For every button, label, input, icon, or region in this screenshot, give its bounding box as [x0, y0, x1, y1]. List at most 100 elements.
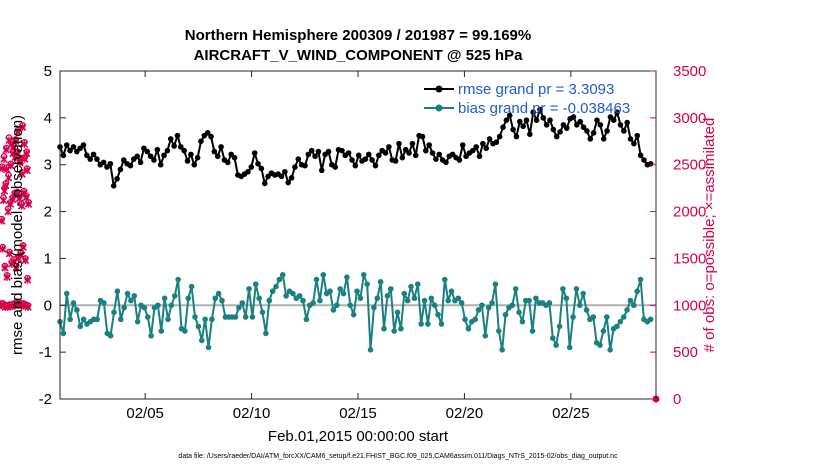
chart-title-line2: AIRCRAFT_V_WIND_COMPONENT @ 525 hPa: [194, 47, 524, 64]
rmse-point: [258, 165, 265, 172]
rmse-point: [349, 157, 355, 163]
y-axis-left-label: rmse and bias (model - observation): [9, 115, 26, 355]
bias-point: [67, 316, 73, 323]
obs-assimilated-point: [22, 149, 31, 158]
obs-assimilated-point: [0, 217, 6, 225]
bias-point: [337, 286, 343, 292]
rmse-point: [369, 157, 375, 163]
rmse-point: [456, 157, 463, 163]
bias-point: [462, 316, 468, 323]
legend: rmse grand pr = 3.3093 bias grand pr = -…: [424, 81, 630, 117]
rmse-point: [594, 117, 600, 123]
rmse-point: [473, 144, 479, 150]
rmse-point: [362, 156, 369, 162]
rmse-point: [278, 173, 285, 180]
bias-line: [59, 273, 652, 351]
bias-point: [617, 318, 624, 325]
bias-point: [114, 288, 121, 295]
bias-point: [516, 309, 522, 316]
bias-point: [300, 297, 306, 304]
obs-assimilated-point: [3, 273, 11, 281]
bias-point: [249, 314, 256, 320]
bias-point: [614, 323, 620, 330]
legend-rmse-marker: [435, 85, 443, 93]
rmse-point: [84, 152, 90, 159]
bias-point: [144, 314, 151, 320]
bias-point: [168, 302, 175, 309]
bias-point: [637, 276, 644, 283]
rmse-point: [433, 156, 439, 162]
rmse-point: [506, 112, 513, 119]
bias-point: [269, 288, 276, 295]
y-left-tick-label: 4: [44, 110, 52, 127]
bias-point: [425, 321, 431, 327]
obs-assimilated-point: [24, 303, 32, 311]
obs-assimilated-point: [23, 276, 32, 284]
rmse-point: [261, 180, 268, 187]
rmse-point: [255, 160, 261, 167]
rmse-point: [184, 158, 191, 164]
rmse-point: [510, 126, 516, 133]
bias-point: [101, 300, 107, 306]
bias-point: [107, 332, 114, 339]
bias-point: [63, 290, 70, 297]
obs-assimilated-point: [20, 140, 29, 148]
rmse-point: [120, 157, 127, 163]
y-axis-right: 0 500 1000 1500 2000 2500 3000 3500: [650, 63, 706, 408]
rmse-point: [63, 142, 70, 148]
bias-point: [236, 304, 242, 311]
x-tick-label: 02/20: [446, 405, 484, 422]
bias-point: [219, 297, 225, 304]
bias-point: [367, 347, 374, 353]
obs-assimilated-point: [18, 170, 26, 178]
rmse-point: [496, 133, 503, 140]
rmse-point: [302, 162, 308, 169]
bias-point: [296, 293, 303, 299]
bias-point: [597, 342, 603, 348]
rmse-point: [134, 153, 140, 160]
bias-point: [182, 328, 188, 334]
bias-point: [195, 323, 202, 330]
rmse-point: [419, 133, 426, 140]
bias-point: [202, 316, 208, 323]
rmse-point: [396, 140, 402, 147]
rmse-point: [617, 122, 624, 128]
bias-point: [495, 328, 502, 334]
rmse-point: [597, 122, 604, 128]
bias-point: [364, 281, 370, 288]
y-right-tick-label: 3500: [673, 63, 706, 80]
bias-point: [165, 316, 171, 323]
y-left-tick-label: 1: [44, 250, 52, 267]
bias-point: [121, 304, 127, 311]
bias-point: [401, 290, 408, 297]
rmse-point: [429, 150, 436, 156]
bias-point: [266, 297, 273, 304]
rmse-point: [392, 158, 399, 164]
bias-point: [482, 332, 489, 339]
bias-point: [354, 288, 360, 295]
bias-point: [192, 314, 198, 320]
bias-point: [519, 318, 526, 325]
y-left-tick-label: 3: [44, 157, 52, 174]
bias-point: [394, 309, 401, 316]
rmse-point: [110, 183, 117, 189]
rmse-series: [57, 106, 654, 189]
rmse-point: [399, 154, 406, 161]
bias-point: [74, 307, 80, 313]
rmse-point: [426, 142, 432, 148]
rmse-point: [107, 160, 114, 167]
bias-point: [80, 316, 87, 323]
bias-point: [590, 314, 597, 320]
bias-point: [566, 344, 573, 351]
bias-point: [465, 325, 472, 332]
bias-point: [134, 318, 141, 325]
bias-point: [485, 304, 492, 311]
bias-point: [502, 311, 509, 318]
rmse-point: [345, 150, 352, 156]
rmse-point: [292, 164, 298, 170]
obs-assimilated-point: [23, 166, 31, 175]
rmse-point: [204, 130, 211, 136]
rmse-point: [647, 160, 654, 167]
bias-point: [603, 314, 610, 320]
rmse-point: [191, 161, 198, 168]
